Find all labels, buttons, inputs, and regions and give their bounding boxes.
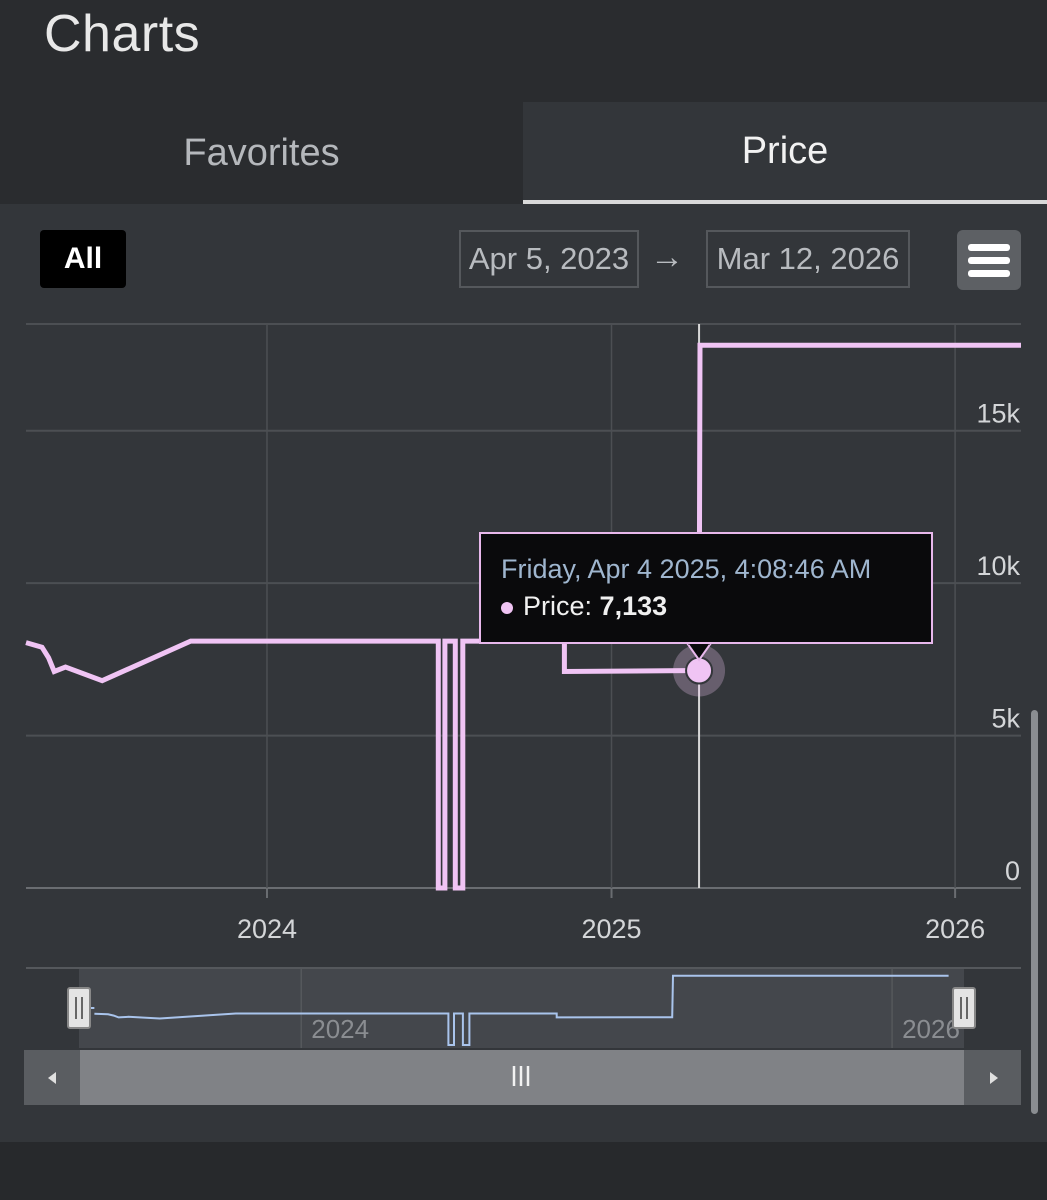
hamburger-menu-icon[interactable]: [957, 230, 1021, 290]
navigator-tick-label: 2026: [902, 1014, 960, 1044]
x-tick-label: 2024: [237, 914, 297, 944]
price-series-line: [25, 342, 1021, 891]
tooltip-date: Friday, Apr 4 2025, 4:08:46 AM: [501, 554, 872, 584]
scroll-left-arrow-icon: [48, 1072, 56, 1084]
date-from-input[interactable]: Apr 5, 2023: [459, 230, 639, 288]
y-tick-label: 0: [1005, 856, 1020, 886]
navigator-handle-left[interactable]: [67, 987, 91, 1029]
navigator-tick-label: 2024: [311, 1014, 369, 1044]
range-all-button[interactable]: All: [40, 230, 126, 288]
y-tick-label: 5k: [991, 704, 1020, 734]
series-dot-icon: [501, 601, 513, 614]
menu-bar: [968, 244, 1010, 251]
x-tick-label: 2025: [581, 914, 641, 944]
tooltip-series-label: Price:: [523, 591, 593, 621]
tab-bar: Favorites Price: [0, 102, 1047, 204]
y-tick-label: 10k: [976, 551, 1020, 581]
tooltip-value: 7,133: [599, 591, 668, 621]
navigator-window: [79, 968, 964, 1048]
date-to-input[interactable]: Mar 12, 2026: [706, 230, 910, 288]
page-title: Charts: [44, 5, 201, 63]
menu-bar: [968, 257, 1010, 264]
tab-price[interactable]: Price: [523, 102, 1047, 204]
handle-body: [67, 987, 91, 1029]
y-tick-label: 15k: [976, 399, 1020, 429]
price-tooltip: Friday, Apr 4 2025, 4:08:46 AM Price: 7,…: [479, 532, 933, 644]
vertical-scrollbar[interactable]: [1031, 710, 1038, 1114]
tab-favorites[interactable]: Favorites: [0, 102, 523, 204]
navigator-series-line: [94, 974, 949, 1046]
x-tick-label: 2026: [925, 914, 985, 944]
navigator-background: [26, 968, 1021, 1048]
footer-bar: [0, 1142, 1047, 1200]
date-range-arrow-icon: →: [650, 238, 684, 276]
menu-bar: [968, 270, 1010, 277]
navigator-handle-right[interactable]: [952, 987, 976, 1029]
tooltip-row: Price: 7,133: [501, 591, 931, 622]
handle-body: [952, 987, 976, 1029]
scroll-right-arrow-icon: [990, 1072, 998, 1084]
